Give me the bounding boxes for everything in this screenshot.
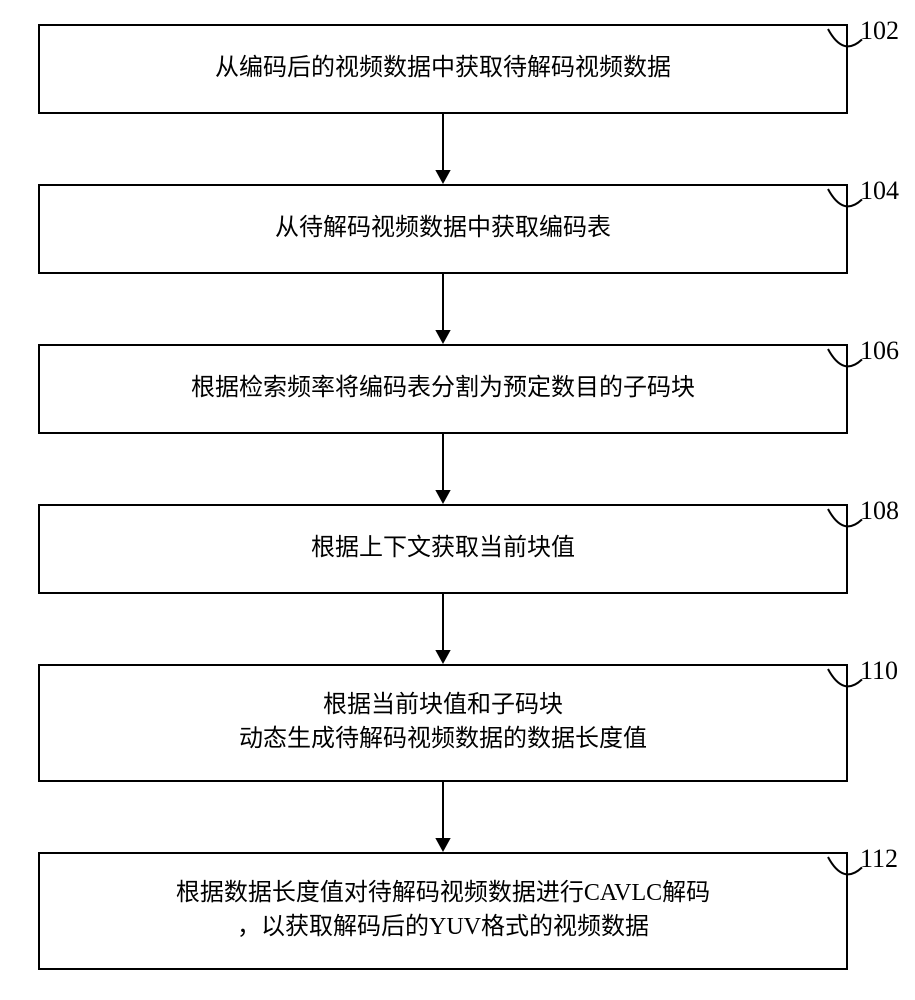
leader-line-108 xyxy=(824,505,866,543)
flow-node-text: 从编码后的视频数据中获取待解码视频数据 xyxy=(215,52,671,86)
arrow-n110-n112 xyxy=(423,782,463,852)
flowchart-canvas: 从编码后的视频数据中获取待解码视频数据102从待解码视频数据中获取编码表104根… xyxy=(0,0,915,1000)
flow-node-text: 从待解码视频数据中获取编码表 xyxy=(275,212,611,246)
arrow-n108-n110 xyxy=(423,594,463,664)
flow-node-text: 根据数据长度值对待解码视频数据进行CAVLC解码 ，以获取解码后的YUV格式的视… xyxy=(176,877,710,944)
leader-line-102 xyxy=(824,25,866,63)
arrow-n102-n104 xyxy=(423,114,463,184)
flow-node-n104: 从待解码视频数据中获取编码表 xyxy=(38,184,848,274)
flow-node-text: 根据当前块值和子码块 动态生成待解码视频数据的数据长度值 xyxy=(239,689,647,756)
flow-node-n108: 根据上下文获取当前块值 xyxy=(38,504,848,594)
flow-node-n106: 根据检索频率将编码表分割为预定数目的子码块 xyxy=(38,344,848,434)
leader-line-112 xyxy=(824,853,866,891)
leader-line-104 xyxy=(824,185,866,223)
leader-line-110 xyxy=(824,665,866,703)
flow-node-n102: 从编码后的视频数据中获取待解码视频数据 xyxy=(38,24,848,114)
flow-node-text: 根据上下文获取当前块值 xyxy=(311,532,575,566)
arrow-n104-n106 xyxy=(423,274,463,344)
leader-line-106 xyxy=(824,345,866,383)
arrow-n106-n108 xyxy=(423,434,463,504)
flow-node-text: 根据检索频率将编码表分割为预定数目的子码块 xyxy=(191,372,695,406)
flow-node-n112: 根据数据长度值对待解码视频数据进行CAVLC解码 ，以获取解码后的YUV格式的视… xyxy=(38,852,848,970)
flow-node-n110: 根据当前块值和子码块 动态生成待解码视频数据的数据长度值 xyxy=(38,664,848,782)
